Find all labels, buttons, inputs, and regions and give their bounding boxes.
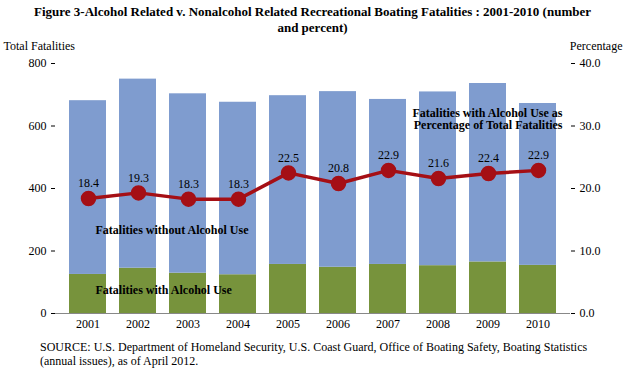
svg-text:18.3: 18.3: [178, 177, 199, 191]
svg-text:22.9: 22.9: [378, 148, 399, 162]
svg-text:22.5: 22.5: [278, 151, 299, 165]
svg-text:Total Fatalities: Total Fatalities: [4, 39, 76, 53]
svg-text:0.0: 0.0: [580, 306, 595, 320]
svg-text:800: 800: [29, 56, 47, 70]
svg-text:2003: 2003: [176, 317, 200, 331]
svg-text:18.3: 18.3: [228, 177, 249, 191]
svg-text:30.0: 30.0: [580, 119, 601, 133]
svg-text:2004: 2004: [226, 317, 250, 331]
svg-text:2008: 2008: [426, 317, 450, 331]
svg-text:Fatalities with Alcohol Use: Fatalities with Alcohol Use: [96, 283, 233, 297]
svg-text:20.8: 20.8: [328, 161, 349, 175]
html-text:Figure 3-Alcohol Related v. No: Figure 3-Alcohol Related v. Nonalcohol R…: [34, 4, 591, 35]
svg-text:2005: 2005: [276, 317, 300, 331]
svg-text:0: 0: [41, 306, 47, 320]
svg-text:2007: 2007: [376, 317, 400, 331]
svg-text:200: 200: [29, 244, 47, 258]
svg-text:19.3: 19.3: [128, 171, 149, 185]
svg-text:22.4: 22.4: [478, 151, 499, 165]
svg-text:2002: 2002: [126, 317, 150, 331]
svg-text:2009: 2009: [476, 317, 500, 331]
svg-text:2006: 2006: [326, 317, 350, 331]
svg-text:2001: 2001: [76, 317, 100, 331]
svg-text:400: 400: [29, 181, 47, 195]
svg-text:Fatalities with Alcohol Use as: Fatalities with Alcohol Use asPercentage…: [413, 106, 563, 132]
svg-text:40.0: 40.0: [580, 56, 601, 70]
svg-text:Fatalities without Alcohol Use: Fatalities without Alcohol Use: [96, 223, 250, 237]
svg-text:22.9: 22.9: [528, 148, 549, 162]
html-text:SOURCE: U.S. Department of Hom: SOURCE: U.S. Department of Homeland Secu…: [40, 340, 588, 368]
svg-text:2010: 2010: [526, 317, 550, 331]
svg-text:10.0: 10.0: [580, 244, 601, 258]
svg-text:20.0: 20.0: [580, 181, 601, 195]
svg-text:18.4: 18.4: [78, 176, 99, 190]
svg-text:Percentage: Percentage: [570, 39, 623, 53]
svg-text:600: 600: [29, 119, 47, 133]
svg-text:21.6: 21.6: [428, 156, 449, 170]
